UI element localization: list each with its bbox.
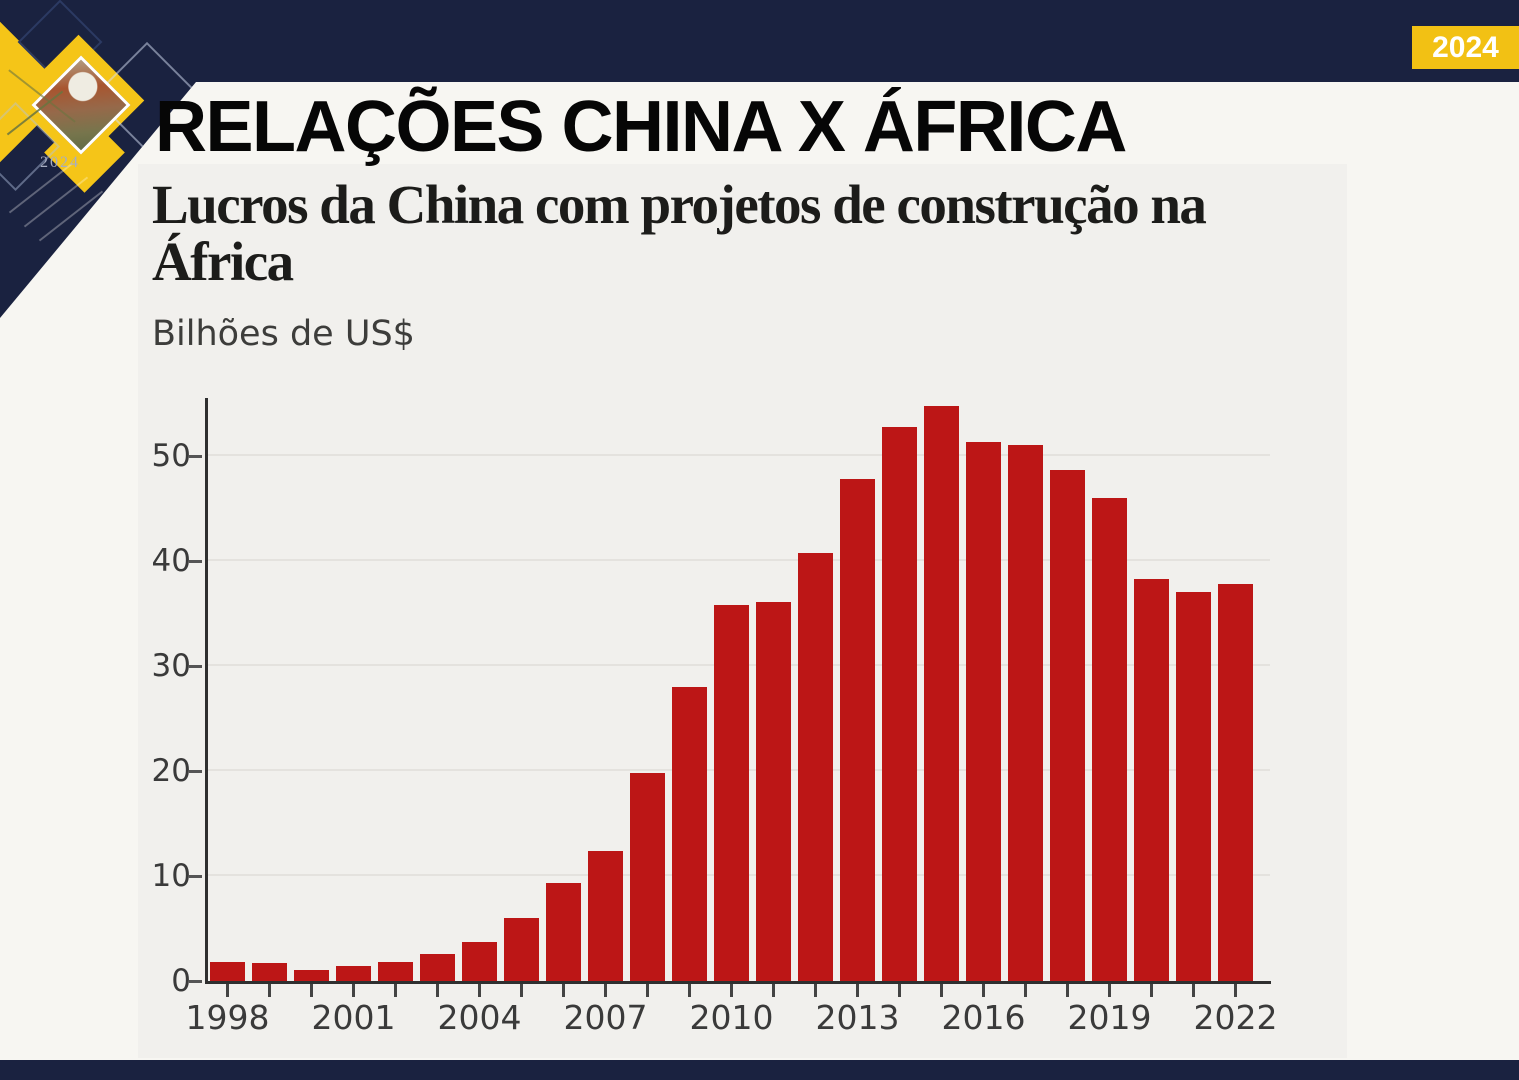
x-tick-mark bbox=[982, 984, 985, 997]
x-tick-mark bbox=[940, 984, 943, 997]
bar-2007 bbox=[588, 851, 623, 981]
chart-unit-label: Bilhões de US$ bbox=[152, 314, 415, 354]
bar-2014 bbox=[882, 427, 917, 981]
x-tick-mark bbox=[814, 984, 817, 997]
page-title: RELAÇÕES CHINA X ÁFRICA bbox=[155, 87, 1127, 167]
x-tick-mark bbox=[562, 984, 565, 997]
year-badge: 2024 bbox=[1412, 26, 1519, 69]
x-tick-mark bbox=[730, 984, 733, 997]
bar-2018 bbox=[1050, 470, 1085, 981]
x-tick-mark bbox=[772, 984, 775, 997]
bar-2006 bbox=[546, 883, 581, 981]
x-axis-line bbox=[205, 981, 1271, 984]
x-tick-mark bbox=[688, 984, 691, 997]
bar-1998 bbox=[210, 962, 245, 981]
x-tick-label: 1998 bbox=[185, 998, 270, 1037]
bar-2019 bbox=[1092, 498, 1127, 981]
x-tick-mark bbox=[1192, 984, 1195, 997]
y-tick-label: 50 bbox=[151, 438, 191, 474]
x-tick-label: 2007 bbox=[563, 998, 648, 1037]
y-tick-mark bbox=[189, 560, 202, 563]
x-tick-mark bbox=[436, 984, 439, 997]
y-axis-line bbox=[205, 398, 208, 984]
bar-2004 bbox=[462, 942, 497, 981]
bar-2000 bbox=[294, 970, 329, 981]
gridline bbox=[208, 454, 1270, 456]
x-tick-mark bbox=[1234, 984, 1237, 997]
bar-2020 bbox=[1134, 579, 1169, 981]
x-tick-label: 2019 bbox=[1067, 998, 1152, 1037]
decoration-year-text: 2024 bbox=[40, 154, 80, 171]
bar-2013 bbox=[840, 479, 875, 981]
x-tick-mark bbox=[394, 984, 397, 997]
bar-2021 bbox=[1176, 592, 1211, 981]
gridline bbox=[208, 559, 1270, 561]
bottom-navy-band bbox=[0, 1060, 1519, 1080]
bar-2005 bbox=[504, 918, 539, 981]
bar-2016 bbox=[966, 442, 1001, 981]
plot-area bbox=[208, 400, 1270, 981]
bar-1999 bbox=[252, 963, 287, 981]
bar-2001 bbox=[336, 966, 371, 981]
top-navy-band bbox=[0, 0, 1519, 82]
x-tick-mark bbox=[352, 984, 355, 997]
x-tick-mark bbox=[856, 984, 859, 997]
bar-2002 bbox=[378, 962, 413, 981]
y-tick-mark bbox=[189, 770, 202, 773]
bar-2012 bbox=[798, 553, 833, 981]
x-tick-mark bbox=[1150, 984, 1153, 997]
y-tick-label: 10 bbox=[151, 858, 191, 894]
bar-2003 bbox=[420, 954, 455, 981]
x-tick-mark bbox=[268, 984, 271, 997]
y-tick-label: 40 bbox=[151, 543, 191, 579]
y-tick-mark bbox=[189, 980, 202, 983]
x-tick-label: 2016 bbox=[941, 998, 1026, 1037]
y-tick-mark bbox=[189, 455, 202, 458]
x-tick-mark bbox=[1066, 984, 1069, 997]
bar-2022 bbox=[1218, 584, 1253, 981]
x-tick-mark bbox=[1024, 984, 1027, 997]
bar-2017 bbox=[1008, 445, 1043, 981]
x-tick-mark bbox=[520, 984, 523, 997]
x-tick-mark bbox=[604, 984, 607, 997]
corner-decoration: 2024 bbox=[0, 0, 330, 318]
x-tick-label: 2013 bbox=[815, 998, 900, 1037]
x-tick-mark bbox=[646, 984, 649, 997]
x-tick-label: 2022 bbox=[1193, 998, 1278, 1037]
x-tick-mark bbox=[478, 984, 481, 997]
decor-streak bbox=[38, 190, 104, 242]
bar-2010 bbox=[714, 605, 749, 981]
bar-2011 bbox=[756, 602, 791, 981]
x-tick-label: 2001 bbox=[311, 998, 396, 1037]
x-tick-label: 2004 bbox=[437, 998, 522, 1037]
y-tick-label: 20 bbox=[151, 753, 191, 789]
bar-2015 bbox=[924, 406, 959, 981]
x-tick-label: 2010 bbox=[689, 998, 774, 1037]
y-tick-label: 0 bbox=[171, 963, 191, 999]
y-tick-label: 30 bbox=[151, 648, 191, 684]
x-tick-mark bbox=[1108, 984, 1111, 997]
bar-2009 bbox=[672, 687, 707, 981]
x-tick-mark bbox=[310, 984, 313, 997]
decor-streak bbox=[23, 176, 89, 228]
chart-title: Lucros da China com projetos de construç… bbox=[152, 174, 1207, 292]
y-tick-mark bbox=[189, 875, 202, 878]
x-tick-mark bbox=[226, 984, 229, 997]
y-tick-mark bbox=[189, 665, 202, 668]
x-tick-mark bbox=[898, 984, 901, 997]
bar-2008 bbox=[630, 773, 665, 981]
